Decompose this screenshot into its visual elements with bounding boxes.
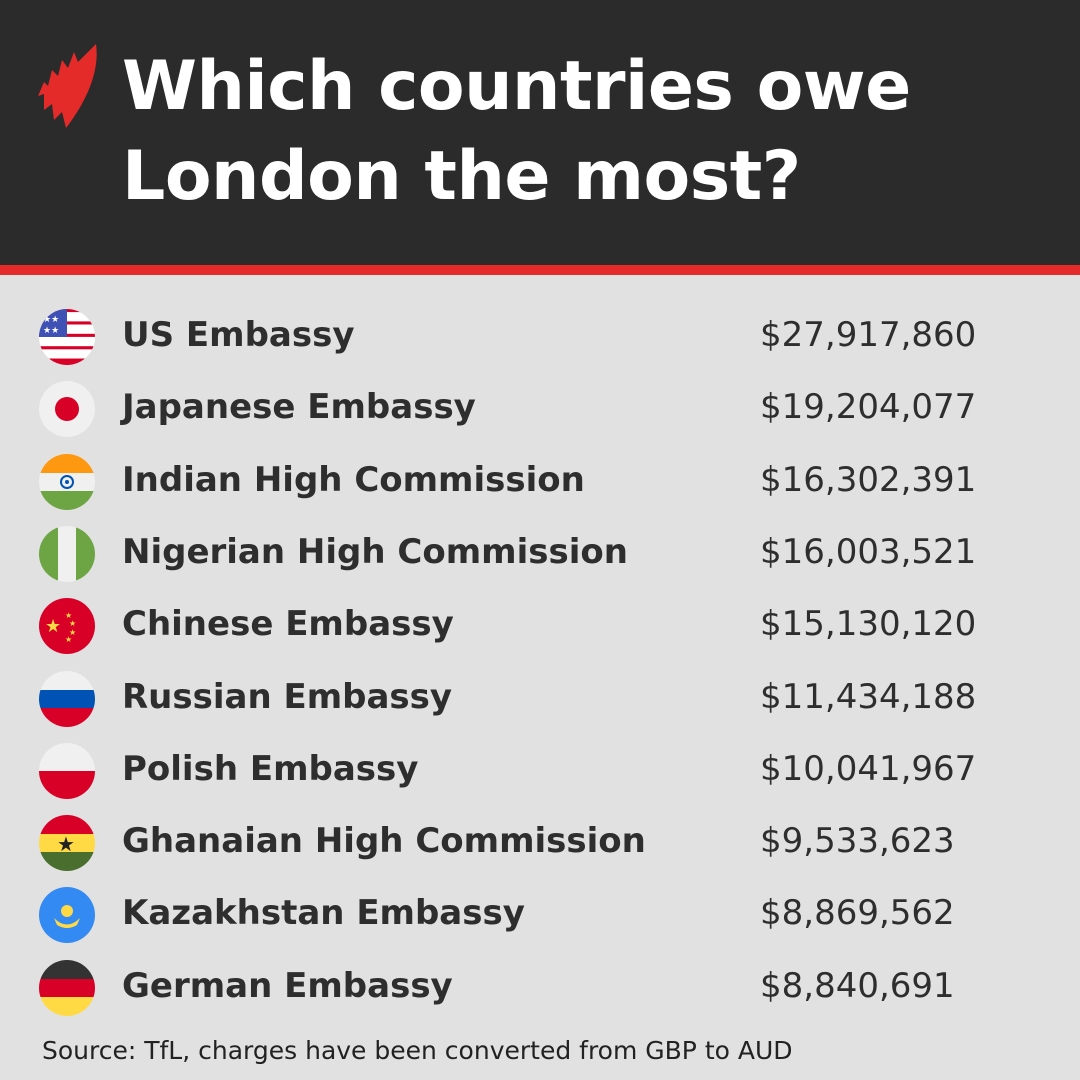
accent-bar — [0, 265, 1080, 275]
svg-text:★: ★ — [69, 628, 76, 637]
amount-owed: $16,302,391 — [760, 459, 977, 500]
list-item: ★ ★ ★ ★ ★ Chinese Embassy $15,130,120 — [0, 590, 1080, 662]
amount-owed: $19,204,077 — [760, 387, 977, 428]
kazakhstan-flag-icon — [39, 887, 95, 944]
country-name: Japanese Embassy — [122, 387, 476, 428]
country-name: Polish Embassy — [122, 748, 419, 789]
svg-text:★: ★ — [69, 619, 76, 628]
amount-owed: $16,003,521 — [760, 531, 977, 572]
list-item: ★★ ★★ US Embassy $27,917,860 — [0, 301, 1080, 373]
nigeria-flag-icon — [39, 525, 95, 582]
china-flag-icon: ★ ★ ★ ★ ★ — [39, 598, 95, 655]
header: Which countries owe London the most? — [0, 0, 1080, 265]
amount-owed: $8,869,562 — [760, 893, 955, 934]
poland-flag-icon — [39, 742, 95, 799]
list-item: ★ Ghanaian High Commission $9,533,623 — [0, 807, 1080, 879]
japan-flag-icon — [39, 381, 95, 438]
country-name: Nigerian High Commission — [122, 531, 628, 572]
source-note: Source: TfL, charges have been converted… — [42, 1036, 793, 1065]
svg-text:★★: ★★ — [43, 315, 59, 325]
amount-owed: $9,533,623 — [760, 821, 955, 862]
title-line-2: London the most? — [122, 137, 801, 216]
country-name: US Embassy — [122, 315, 355, 355]
country-name: Chinese Embassy — [122, 604, 454, 645]
list-item: Indian High Commission $16,302,391 — [0, 446, 1080, 518]
country-name: Ghanaian High Commission — [122, 821, 646, 862]
russia-flag-icon — [39, 670, 95, 727]
country-name: German Embassy — [122, 965, 453, 1006]
sbs-logo — [38, 44, 97, 128]
country-name: Kazakhstan Embassy — [122, 893, 525, 934]
svg-text:★: ★ — [65, 611, 72, 620]
germany-flag-icon — [39, 959, 95, 1016]
amount-owed: $8,840,691 — [760, 965, 955, 1006]
svg-text:★: ★ — [45, 616, 61, 637]
list-item: German Embassy $8,840,691 — [0, 952, 1080, 1024]
amount-owed: $11,434,188 — [760, 676, 977, 717]
amount-owed: $27,917,860 — [760, 315, 977, 355]
svg-text:★★: ★★ — [43, 326, 59, 336]
amount-owed: $15,130,120 — [760, 604, 977, 645]
svg-text:★: ★ — [65, 635, 72, 644]
list-item: Kazakhstan Embassy $8,869,562 — [0, 879, 1080, 951]
list-item: Russian Embassy $11,434,188 — [0, 663, 1080, 735]
page-title: Which countries owe London the most? — [122, 42, 911, 222]
amount-owed: $10,041,967 — [760, 748, 977, 789]
list-item: Polish Embassy $10,041,967 — [0, 735, 1080, 807]
title-line-1: Which countries owe — [122, 47, 911, 126]
india-flag-icon — [39, 453, 95, 510]
ghana-flag-icon: ★ — [39, 815, 95, 872]
country-name: Russian Embassy — [122, 676, 453, 717]
country-name: Indian High Commission — [122, 459, 585, 500]
list-item: Nigerian High Commission $16,003,521 — [0, 518, 1080, 590]
svg-text:★: ★ — [57, 832, 75, 856]
list-item: Japanese Embassy $19,204,077 — [0, 373, 1080, 445]
us-flag-icon: ★★ ★★ — [39, 309, 95, 365]
